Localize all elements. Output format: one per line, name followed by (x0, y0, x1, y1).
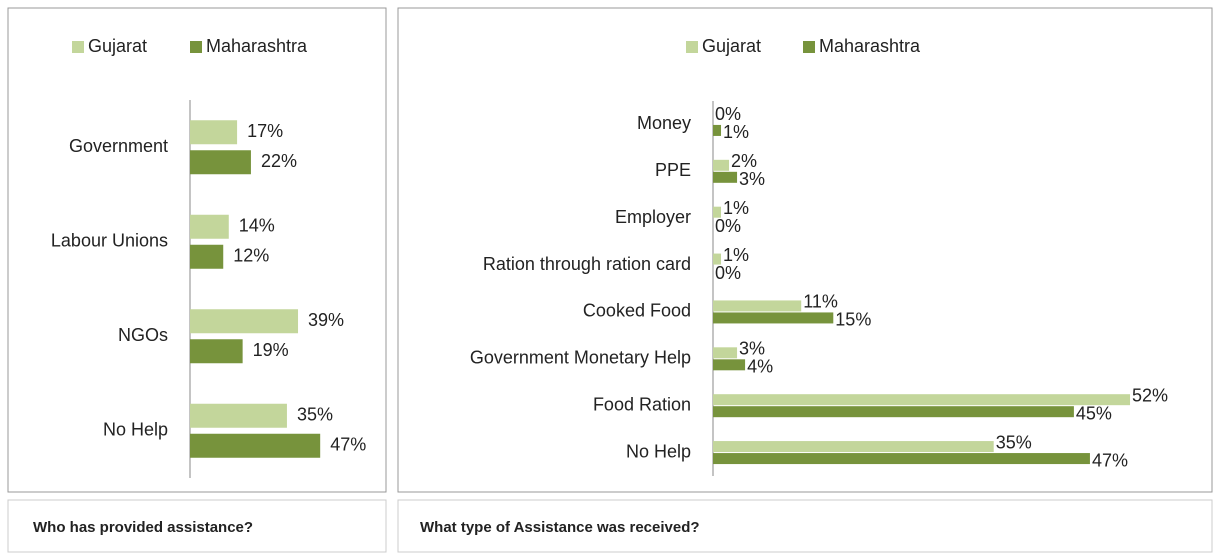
caption: What type of Assistance was received? (420, 519, 700, 536)
legend-swatch (190, 41, 202, 53)
legend-swatch (686, 41, 698, 53)
value-label: 17% (247, 121, 283, 141)
bar (713, 347, 738, 359)
caption-box (7, 499, 387, 553)
legend-label: Maharashtra (206, 36, 308, 56)
value-label: 15% (835, 310, 871, 330)
value-label: 4% (747, 357, 773, 377)
value-label: 47% (330, 435, 366, 455)
category-label: Cooked Food (583, 301, 691, 321)
bar (713, 124, 722, 136)
category-label: No Help (626, 441, 691, 461)
value-label: 35% (297, 405, 333, 425)
value-label: 11% (803, 292, 838, 312)
caption: Who has provided assistance? (33, 519, 253, 536)
bar (713, 312, 834, 324)
bar (713, 441, 994, 453)
value-label: 22% (261, 151, 297, 171)
value-label: 52% (1132, 385, 1168, 405)
category-label: PPE (655, 160, 691, 180)
bar (190, 120, 238, 145)
bar (713, 253, 722, 265)
value-label: 1% (723, 122, 749, 142)
bar (190, 214, 229, 239)
category-label: Government (69, 136, 168, 156)
legend-label: Maharashtra (819, 36, 921, 56)
bar (713, 406, 1074, 418)
value-label: 1% (723, 245, 749, 265)
value-label: 3% (739, 339, 765, 359)
bar (190, 339, 243, 364)
bar (713, 159, 730, 171)
category-label: No Help (103, 420, 168, 440)
value-label: 12% (233, 246, 269, 266)
bar (713, 171, 738, 183)
value-label: 0% (715, 216, 741, 236)
value-label: 0% (715, 263, 741, 283)
category-label: Employer (615, 207, 691, 227)
value-label: 45% (1076, 403, 1112, 423)
legend-swatch (72, 41, 84, 53)
value-label: 19% (253, 340, 289, 360)
bar (190, 403, 287, 428)
value-label: 14% (239, 216, 275, 236)
bar (190, 433, 321, 458)
value-label: 0% (715, 104, 741, 124)
caption-box (397, 499, 1213, 553)
value-label: 2% (731, 151, 757, 171)
category-label: Labour Unions (51, 231, 168, 251)
value-label: 39% (308, 310, 344, 330)
category-label: Government Monetary Help (470, 348, 691, 368)
bar (713, 359, 746, 371)
value-label: 3% (739, 169, 765, 189)
bar (713, 453, 1090, 465)
bar (190, 244, 224, 269)
value-label: 47% (1092, 450, 1128, 470)
category-label: Ration through ration card (483, 254, 691, 274)
category-label: NGOs (118, 325, 168, 345)
bar (190, 309, 299, 334)
bar (713, 300, 802, 312)
legend-label: Gujarat (88, 36, 147, 56)
value-label: 1% (723, 198, 749, 218)
bar (713, 394, 1131, 406)
category-label: Money (637, 113, 691, 133)
category-label: Food Ration (593, 394, 691, 414)
bar (190, 150, 251, 175)
legend-swatch (803, 41, 815, 53)
bar (713, 206, 722, 218)
legend-label: Gujarat (702, 36, 761, 56)
value-label: 35% (996, 432, 1032, 452)
